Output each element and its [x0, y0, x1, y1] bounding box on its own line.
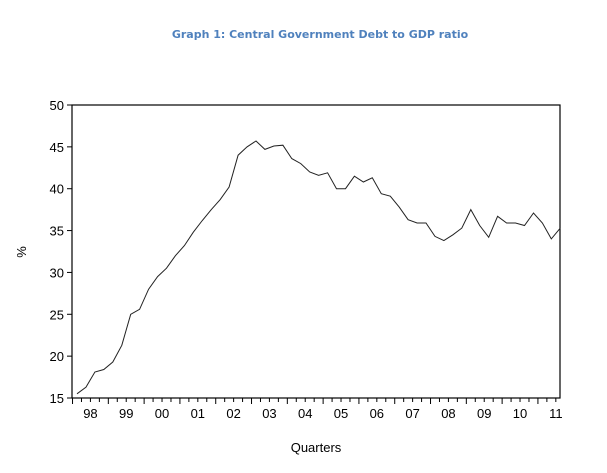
y-tick-label: 25	[50, 307, 64, 322]
y-tick-label: 15	[50, 391, 64, 406]
x-tick-label: 07	[405, 406, 419, 421]
x-tick-label: 11	[549, 406, 563, 421]
y-tick-label: 40	[50, 182, 64, 197]
x-tick-label: 99	[119, 406, 133, 421]
y-tick-label: 30	[50, 265, 64, 280]
x-tick-label: 04	[298, 406, 312, 421]
plot-frame	[71, 104, 561, 399]
y-tick-label: 50	[50, 98, 64, 113]
y-tick-label: 45	[50, 140, 64, 155]
y-axis: 15 20 25 30 35 40 45 50	[50, 98, 72, 406]
x-axis: 98 99 00 01 02 03 04 05 06 07 08 09 10 11	[72, 398, 563, 421]
x-tick-label: 06	[370, 406, 384, 421]
y-axis-label: %	[14, 246, 29, 258]
x-tick-label: 98	[83, 406, 97, 421]
x-tick-label: 03	[262, 406, 276, 421]
series-line	[76, 140, 561, 395]
x-tick-label: 01	[191, 406, 205, 421]
x-tick-label: 10	[513, 406, 527, 421]
x-axis-label: Quarters	[291, 440, 342, 455]
y-tick-label: 20	[50, 349, 64, 364]
x-tick-label: 08	[441, 406, 455, 421]
x-tick-label: 09	[477, 406, 491, 421]
x-tick-label: 02	[226, 406, 240, 421]
x-tick-label: 05	[334, 406, 348, 421]
y-tick-label: 35	[50, 224, 64, 239]
x-tick-label: 00	[155, 406, 169, 421]
chart-title: Graph 1: Central Government Debt to GDP …	[172, 28, 469, 41]
